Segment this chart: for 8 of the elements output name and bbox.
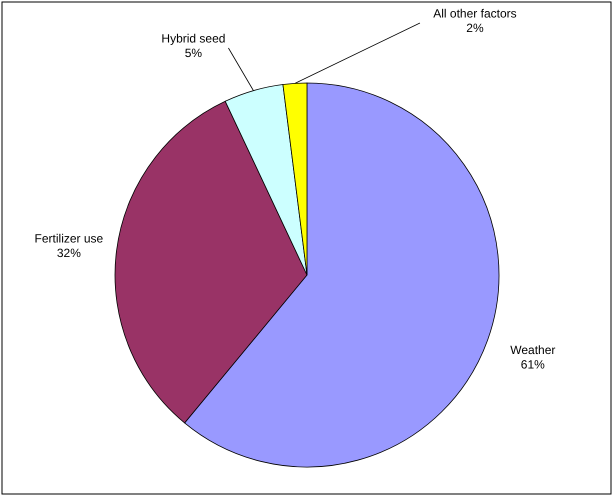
slice-label: All other factors bbox=[433, 6, 517, 21]
data-label: 5% bbox=[184, 46, 202, 60]
data-label: 32% bbox=[56, 246, 82, 260]
slice-label: Hybrid seed bbox=[161, 32, 226, 46]
data-label: 61% bbox=[520, 357, 546, 372]
slice-label: Weather bbox=[510, 342, 556, 357]
slice-label: Fertilizer use bbox=[34, 232, 104, 246]
data-label: 2% bbox=[466, 21, 484, 35]
